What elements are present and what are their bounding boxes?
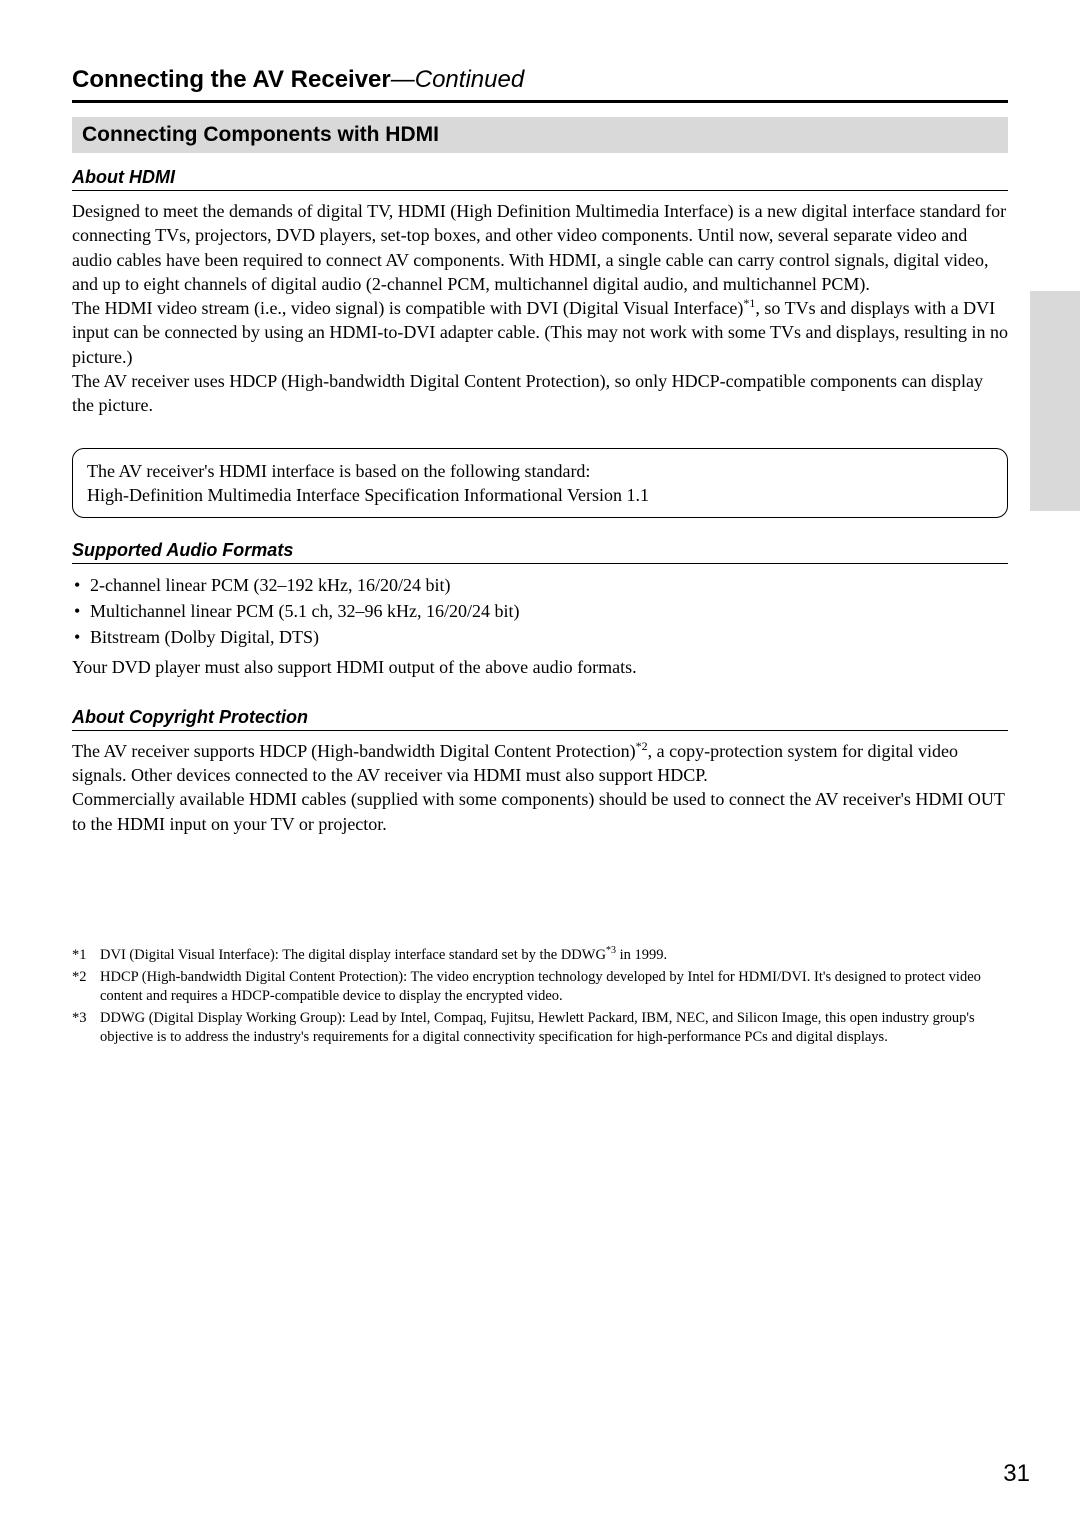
page-number: 31 bbox=[1003, 1460, 1030, 1488]
standard-box: The AV receiver's HDMI interface is base… bbox=[72, 448, 1008, 519]
footnote-2: *2 HDCP (High-bandwidth Digital Content … bbox=[72, 968, 1008, 1007]
copyright-p2: Commercially available HDMI cables (supp… bbox=[72, 787, 1008, 836]
footnote-marker: *2 bbox=[72, 968, 100, 1007]
about-hdmi-p1: Designed to meet the demands of digital … bbox=[72, 199, 1008, 296]
footnote-marker: *3 bbox=[72, 1009, 100, 1048]
copyright-body: The AV receiver supports HDCP (High-band… bbox=[72, 739, 1008, 836]
footnote-text: HDCP (High-bandwidth Digital Content Pro… bbox=[100, 968, 1008, 1007]
list-item: Multichannel linear PCM (5.1 ch, 32–96 k… bbox=[72, 598, 1008, 624]
audio-formats-heading: Supported Audio Formats bbox=[72, 540, 1008, 564]
footnote-3: *3 DDWG (Digital Display Working Group):… bbox=[72, 1009, 1008, 1048]
copyright-heading: About Copyright Protection bbox=[72, 707, 1008, 731]
list-item: 2-channel linear PCM (32–192 kHz, 16/20/… bbox=[72, 572, 1008, 598]
footnote-1b: in 1999. bbox=[616, 947, 667, 963]
about-hdmi-heading: About HDMI bbox=[72, 167, 1008, 191]
list-item: Bitstream (Dolby Digital, DTS) bbox=[72, 624, 1008, 650]
section-bar: Connecting Components with HDMI bbox=[72, 117, 1008, 153]
audio-formats-list: 2-channel linear PCM (32–192 kHz, 16/20/… bbox=[72, 572, 1008, 650]
footnote-1: *1 DVI (Digital Visual Interface): The d… bbox=[72, 946, 1008, 966]
about-hdmi-p3: The AV receiver uses HDCP (High-bandwidt… bbox=[72, 369, 1008, 418]
footnotes: *1 DVI (Digital Visual Interface): The d… bbox=[72, 946, 1008, 1048]
copyright-p1-sup: *2 bbox=[636, 739, 648, 753]
standard-box-line2: High-Definition Multimedia Interface Spe… bbox=[87, 483, 993, 507]
footnote-1-sup: *3 bbox=[606, 945, 616, 956]
copyright-p1a: The AV receiver supports HDCP (High-band… bbox=[72, 741, 636, 761]
about-hdmi-p2a: The HDMI video stream (i.e., video signa… bbox=[72, 298, 743, 318]
page-title-sep: — bbox=[391, 66, 415, 93]
audio-formats-note: Your DVD player must also support HDMI o… bbox=[72, 655, 1008, 679]
about-hdmi-body: Designed to meet the demands of digital … bbox=[72, 199, 1008, 418]
page-title-cont: Continued bbox=[415, 66, 524, 93]
footnote-1a: DVI (Digital Visual Interface): The digi… bbox=[100, 947, 606, 963]
copyright-p1: The AV receiver supports HDCP (High-band… bbox=[72, 739, 1008, 788]
footnote-text: DDWG (Digital Display Working Group): Le… bbox=[100, 1009, 1008, 1048]
footnote-marker: *1 bbox=[72, 946, 100, 966]
standard-box-line1: The AV receiver's HDMI interface is base… bbox=[87, 459, 993, 483]
page-title: Connecting the AV Receiver—Continued bbox=[72, 66, 1008, 103]
page-title-main: Connecting the AV Receiver bbox=[72, 66, 391, 93]
about-hdmi-p2: The HDMI video stream (i.e., video signa… bbox=[72, 296, 1008, 369]
document-page: Connecting the AV Receiver—Continued Con… bbox=[0, 0, 1080, 1048]
footnote-text: DVI (Digital Visual Interface): The digi… bbox=[100, 946, 1008, 966]
about-hdmi-p2-sup: *1 bbox=[743, 296, 755, 310]
